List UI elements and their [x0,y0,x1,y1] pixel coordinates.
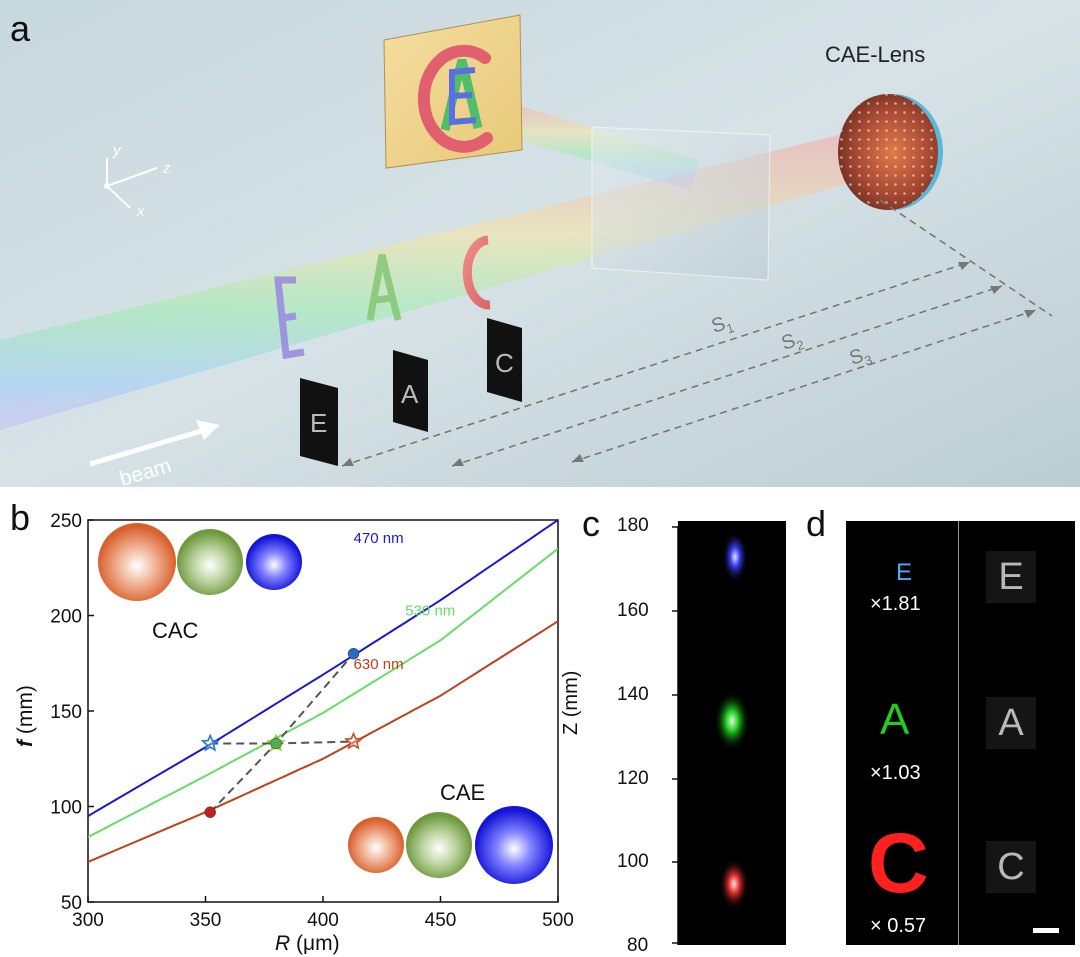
cac-sphere-green [177,529,243,595]
x-tick-label: 450 [425,910,457,931]
panel-c-letter: c [582,503,600,544]
cac-sphere-red [98,523,176,601]
s3-label: S3 [847,342,874,372]
cae-ball-marker [347,647,360,660]
tile-letter-c: C [495,348,514,378]
beam-splitter [591,126,771,281]
focal-spots [714,531,750,910]
axis-x-label: x [136,203,145,220]
y-tick-label: 100 [50,798,82,819]
magnification-e: ×1.81 [870,593,921,615]
panel-b-chart: 300 350 400 450 500 50 100 150 200 250 f (mm) R (μm… [14,511,574,955]
coordinate-axes [106,158,158,209]
x-axis-label: R (μm) [275,932,340,955]
cae-lens [838,94,943,210]
cae-label: CAE [440,780,485,805]
y-tick-label: 200 [50,607,82,628]
x-tick-label: 350 [190,910,222,931]
series-label: 530 nm [405,603,455,620]
ytick-80: 80 [627,935,649,956]
scale-bar [1033,928,1059,933]
panel-c-image [678,521,786,945]
gray-letter-a: A [986,697,1036,749]
beam-arrow [89,420,220,467]
colored-letter-a: A [880,695,910,744]
gray-letter-e: E [986,551,1036,603]
x-tick-label: 300 [72,910,104,931]
y-tick-label: 50 [61,893,82,914]
panel-d-image: E ×1.81 A ×1.03 C × 0.57 E A C [846,521,1075,945]
cae-ball-marker [204,806,216,818]
cae-ball-marker [270,737,282,750]
panel-d-letter: d [806,503,827,544]
y-axis-label: f (mm) [14,685,37,747]
s1-label: S1 [709,310,736,340]
axis-z-label: z [162,160,171,177]
cac-star-marker [343,731,364,750]
distance-arrowheads [342,262,1036,466]
panel-c-ylabel: Z (mm) [560,670,582,735]
distance-lines [341,199,1053,467]
cac-label: CAC [152,618,199,643]
x-tick-label: 400 [307,910,339,931]
cae-sphere-blue [475,806,553,884]
cac-star-marker [200,733,220,752]
ytick-160: 160 [617,600,649,621]
ytick-180: 180 [617,515,649,536]
cae-sphere-red [348,817,404,873]
series-label: 470 nm [354,530,404,547]
chart-plot: 300 350 400 450 500 50 100 150 200 250 f (mm) R (μm… [14,511,574,955]
magnification-c: × 0.57 [870,915,927,937]
series-line [88,620,558,863]
ytick-100: 100 [617,851,649,872]
axes-origin [104,183,110,189]
tile-letter-a: A [401,379,419,409]
cae-connector [209,653,355,813]
colored-letter-e: E [896,559,913,586]
ytick-140: 140 [617,684,649,705]
colored-letter-c: C [868,816,929,910]
panel-b-letter: b [10,497,31,538]
green-focal-spot [714,691,750,751]
cae-sphere-green [406,812,472,878]
magnification-a: ×1.03 [870,762,921,784]
x-tick-label: 500 [542,910,574,931]
panel-a-letter: a [10,8,31,49]
red-focal-spot [719,858,749,910]
series-line [88,547,558,838]
image-letters [274,235,491,360]
ytick-120: 120 [617,768,649,789]
gray-letter-c: C [986,841,1036,893]
tile-letter-e: E [310,408,327,438]
screen-letters: C A E [417,44,493,153]
panel-d-divider [958,521,959,945]
series-line [88,520,558,817]
panel-a: C A E CAE-Lens E A C [0,0,1080,487]
series-label: 630 nm [354,656,404,673]
panel-a-scene: C A E CAE-Lens E A C [0,0,1080,487]
object-tiles: E A C [300,318,522,466]
y-tick-label: 250 [50,511,82,532]
s2-label: S2 [779,327,806,357]
blue-focal-spot [722,531,748,583]
axis-y-label: y [112,142,122,159]
lens-label: CAE-Lens [825,42,925,67]
y-tick-label: 150 [50,702,82,723]
cac-sphere-blue [246,534,302,590]
